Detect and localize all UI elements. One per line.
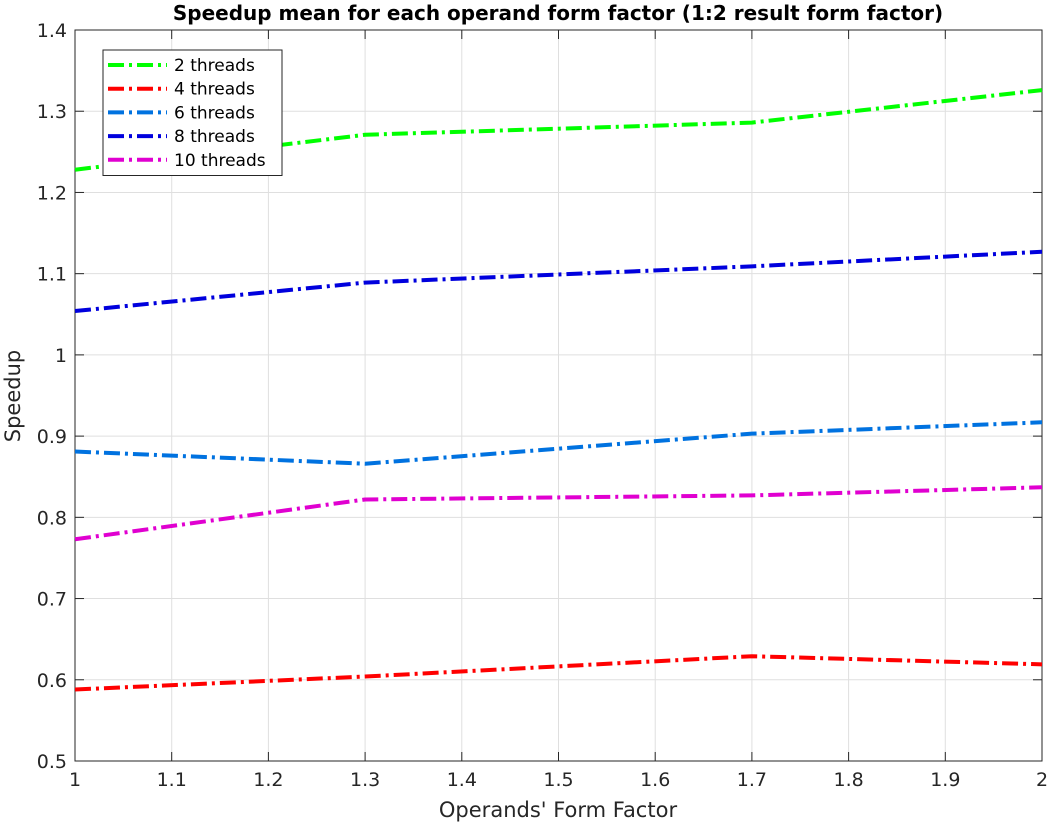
legend-entry-label: 10 threads — [174, 151, 266, 171]
y-tick-label: 0.5 — [37, 751, 67, 773]
x-axis-label: Operands' Form Factor — [439, 798, 678, 822]
y-tick-label: 0.6 — [37, 670, 67, 692]
x-tick-label: 1.8 — [833, 769, 863, 791]
y-tick-label: 1.3 — [37, 101, 67, 123]
series-line-6-threads — [74, 420, 1043, 466]
x-tick-label: 1 — [69, 769, 81, 791]
series-line-10-threads — [74, 485, 1043, 542]
x-tick-label: 1.9 — [930, 769, 960, 791]
y-tick-label: 1.2 — [37, 182, 67, 204]
y-tick-label: 0.8 — [37, 507, 67, 529]
x-tick-label: 1.4 — [447, 769, 477, 791]
y-tick-label: 0.9 — [37, 426, 67, 448]
legend-entry-label: 8 threads — [174, 127, 255, 147]
legend-entry-label: 6 threads — [174, 103, 255, 123]
series-line-4-threads — [74, 654, 1043, 692]
legend-entry-label: 2 threads — [174, 56, 255, 76]
series-line-8-threads — [74, 249, 1043, 314]
y-tick-label: 1 — [55, 345, 67, 367]
y-tick-label: 1.4 — [37, 20, 67, 42]
x-tick-label: 1.2 — [253, 769, 283, 791]
legend-box — [102, 49, 283, 176]
x-tick-label: 1.1 — [157, 769, 187, 791]
y-axis-label: Speedup — [1, 350, 25, 442]
x-tick-label: 1.7 — [737, 769, 767, 791]
x-tick-label: 1.5 — [543, 769, 573, 791]
x-tick-label: 1.6 — [640, 769, 670, 791]
chart-title: Speedup mean for each operand form facto… — [173, 1, 943, 25]
x-tick-label: 1.3 — [350, 769, 380, 791]
legend: 2 threads 4 threads 6 threads 8 threads 10 t… — [102, 49, 283, 176]
axis-ticks: 1 1.1 1.2 1.3 1.4 1.5 1.6 1.7 1.8 1.9 2 0.5 0.6 0.7 0.… — [37, 20, 1048, 791]
x-tick-label: 2 — [1036, 769, 1048, 791]
legend-entry-label: 4 threads — [174, 80, 255, 100]
y-tick-label: 0.7 — [37, 589, 67, 611]
y-tick-label: 1.1 — [37, 264, 67, 286]
series-lines — [74, 88, 1043, 692]
